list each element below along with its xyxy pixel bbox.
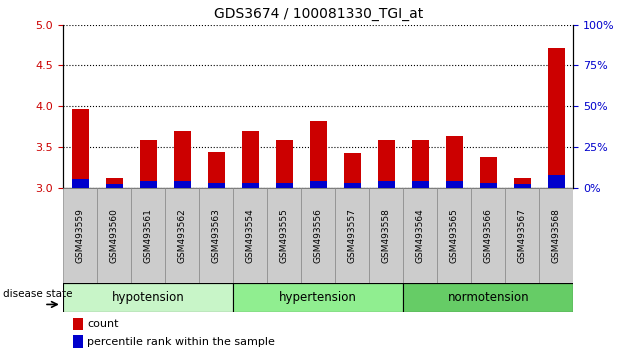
- Bar: [480, 183, 496, 188]
- Text: disease state: disease state: [3, 289, 72, 299]
- Bar: [514, 178, 531, 188]
- Bar: [514, 184, 531, 188]
- FancyBboxPatch shape: [131, 188, 165, 283]
- FancyBboxPatch shape: [539, 188, 573, 283]
- Bar: [73, 335, 83, 348]
- Text: GSM493558: GSM493558: [382, 208, 391, 263]
- FancyBboxPatch shape: [199, 188, 233, 283]
- FancyBboxPatch shape: [301, 188, 335, 283]
- Text: GSM493556: GSM493556: [314, 208, 323, 263]
- Bar: [208, 152, 225, 188]
- Bar: [548, 175, 565, 188]
- Text: GSM493564: GSM493564: [416, 208, 425, 263]
- Text: GSM493561: GSM493561: [144, 208, 152, 263]
- Bar: [242, 183, 259, 188]
- FancyBboxPatch shape: [471, 188, 505, 283]
- Bar: [174, 131, 190, 188]
- FancyBboxPatch shape: [63, 283, 233, 312]
- Text: count: count: [88, 319, 119, 329]
- Text: GSM493557: GSM493557: [348, 208, 357, 263]
- Bar: [446, 181, 462, 188]
- Text: GSM493555: GSM493555: [280, 208, 289, 263]
- Bar: [73, 318, 83, 330]
- FancyBboxPatch shape: [233, 283, 403, 312]
- Bar: [106, 184, 122, 188]
- Text: normotension: normotension: [447, 291, 529, 304]
- Title: GDS3674 / 100081330_TGI_at: GDS3674 / 100081330_TGI_at: [214, 7, 423, 21]
- Text: hypotension: hypotension: [112, 291, 185, 304]
- FancyBboxPatch shape: [335, 188, 369, 283]
- Bar: [310, 181, 327, 188]
- FancyBboxPatch shape: [403, 283, 573, 312]
- Bar: [242, 131, 259, 188]
- Bar: [378, 141, 394, 188]
- Bar: [412, 181, 429, 188]
- Text: hypertension: hypertension: [279, 291, 357, 304]
- Bar: [72, 179, 88, 188]
- Bar: [208, 183, 225, 188]
- Bar: [72, 109, 88, 188]
- Bar: [140, 141, 156, 188]
- Bar: [446, 136, 462, 188]
- Bar: [548, 47, 565, 188]
- Text: GSM493554: GSM493554: [246, 208, 255, 263]
- Bar: [412, 141, 429, 188]
- Text: percentile rank within the sample: percentile rank within the sample: [88, 337, 275, 347]
- Bar: [276, 183, 292, 188]
- Bar: [378, 181, 394, 188]
- FancyBboxPatch shape: [437, 188, 471, 283]
- FancyBboxPatch shape: [63, 188, 97, 283]
- Bar: [344, 183, 360, 188]
- Bar: [276, 141, 292, 188]
- Text: GSM493563: GSM493563: [212, 208, 220, 263]
- Text: GSM493559: GSM493559: [76, 208, 84, 263]
- FancyBboxPatch shape: [165, 188, 199, 283]
- Text: GSM493560: GSM493560: [110, 208, 118, 263]
- FancyBboxPatch shape: [369, 188, 403, 283]
- Text: GSM493562: GSM493562: [178, 208, 186, 263]
- Text: GSM493568: GSM493568: [552, 208, 561, 263]
- FancyBboxPatch shape: [505, 188, 539, 283]
- Bar: [174, 181, 190, 188]
- Bar: [344, 153, 360, 188]
- FancyBboxPatch shape: [97, 188, 131, 283]
- FancyBboxPatch shape: [403, 188, 437, 283]
- Bar: [106, 178, 122, 188]
- FancyBboxPatch shape: [233, 188, 267, 283]
- Bar: [480, 157, 496, 188]
- Text: GSM493565: GSM493565: [450, 208, 459, 263]
- Bar: [310, 121, 327, 188]
- Text: GSM493566: GSM493566: [484, 208, 493, 263]
- Text: GSM493567: GSM493567: [518, 208, 527, 263]
- FancyBboxPatch shape: [267, 188, 301, 283]
- Bar: [140, 181, 156, 188]
